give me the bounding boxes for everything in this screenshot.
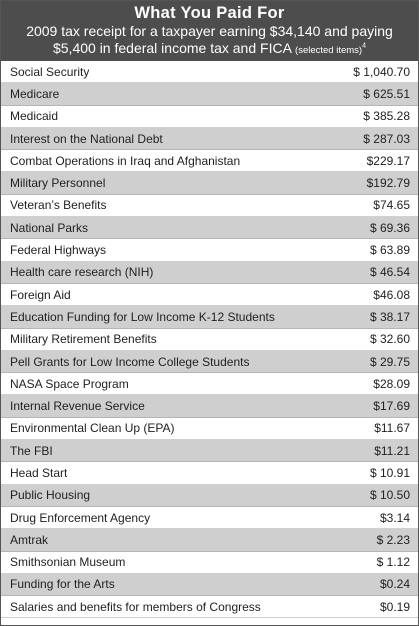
table-row: Medicare $ 625.51 — [1, 83, 418, 106]
row-amount: $46.08 — [373, 287, 410, 302]
table-title: What You Paid For — [134, 4, 285, 22]
row-amount: $ 10.50 — [369, 488, 410, 503]
expense-rows: Social Security $ 1,040.70 Medicare $ 625.… — [1, 61, 418, 619]
table-header: What You Paid For 2009 tax receipt for a… — [1, 1, 418, 61]
row-label: Medicare — [10, 86, 60, 101]
table-row: Internal Revenue Service $17.69 — [1, 395, 418, 418]
row-amount: $11.67 — [374, 421, 410, 436]
row-label: Funding for the Arts — [10, 577, 115, 592]
row-label: Head Start — [10, 465, 68, 480]
row-amount: $229.17 — [366, 153, 410, 168]
table-row: Military Personnel $192.79 — [1, 172, 418, 195]
row-amount: $ 385.28 — [363, 109, 410, 124]
subtitle-line-2: $5,400 in federal income tax and FICA (s… — [1, 40, 418, 59]
row-label: Military Personnel — [10, 176, 106, 191]
table-row: Interest on the National Debt $ 287.03 — [1, 127, 418, 151]
row-label: Medicaid — [10, 109, 59, 124]
row-amount: $ 1.12 — [376, 555, 410, 570]
row-label: Smithsonian Museum — [10, 555, 126, 570]
row-label: Public Housing — [10, 488, 91, 503]
row-label: Veteran’s Benefits — [10, 198, 107, 213]
subtitle-line-2-text: $5,400 in federal income tax and FICA — [52, 40, 292, 56]
row-amount: $3.14 — [379, 510, 410, 525]
table-row: Funding for the Arts $0.24 — [1, 573, 418, 597]
table-row: Military Retirement Benefits $ 32.60 — [1, 329, 418, 351]
row-amount: $0.24 — [379, 577, 410, 592]
row-amount: $28.09 — [373, 376, 410, 391]
table-row: NASA Space Program $28.09 — [1, 373, 418, 396]
row-amount: $ 625.51 — [363, 86, 410, 101]
table-row: Federal Highways $ 63.89 — [1, 239, 418, 262]
row-label: National Parks — [10, 220, 89, 235]
row-amount: $ 2.23 — [376, 532, 410, 547]
table-row: National Parks $ 69.36 — [1, 217, 418, 240]
row-amount: $ 10.91 — [369, 465, 410, 480]
row-amount: $ 63.89 — [369, 243, 410, 258]
table-row: Smithsonian Museum $ 1.12 — [1, 552, 418, 574]
subtitle-line-1: 2009 tax receipt for a taxpayer earning … — [26, 23, 393, 39]
table-row: Head Start $ 10.91 — [1, 462, 418, 485]
table-row: Medicaid $ 385.28 — [1, 106, 418, 128]
row-label: Health care research (NIH) — [10, 265, 154, 280]
table-row: Foreign Aid $46.08 — [1, 284, 418, 307]
row-amount: $ 29.75 — [369, 354, 410, 369]
row-amount: $11.21 — [374, 443, 410, 458]
row-label: Drug Enforcement Agency — [10, 510, 151, 525]
row-label: Military Retirement Benefits — [10, 332, 157, 347]
footnote-marker: 4 — [362, 42, 366, 50]
row-amount: $ 69.36 — [369, 220, 410, 235]
row-label: Salaries and benefits for members of Con… — [10, 599, 261, 614]
row-amount: $192.79 — [366, 176, 410, 191]
row-amount: $ 287.03 — [363, 131, 410, 146]
table-row: Amtrak $ 2.23 — [1, 529, 418, 552]
table-row: Health care research (NIH) $ 46.54 — [1, 261, 418, 284]
row-label: NASA Space Program — [10, 376, 129, 391]
table-row: Pell Grants for Low Income College Stude… — [1, 350, 418, 374]
table-row: Veteran’s Benefits $74.65 — [1, 195, 418, 218]
table-subtitle: 2009 tax receipt for a taxpayer earning … — [1, 23, 418, 59]
table-row: Public Housing $ 10.50 — [1, 484, 418, 507]
row-label: Internal Revenue Service — [10, 399, 145, 414]
row-label: Interest on the National Debt — [10, 131, 163, 146]
row-label: Education Funding for Low Income K-12 St… — [10, 309, 275, 324]
row-amount: $ 46.54 — [369, 265, 410, 280]
table-row: Combat Operations in Iraq and Afghanista… — [1, 150, 418, 173]
row-label: Federal Highways — [10, 243, 107, 258]
row-amount: $74.65 — [373, 198, 410, 213]
table-row: Education Funding for Low Income K-12 St… — [1, 306, 418, 329]
row-label: Foreign Aid — [10, 287, 71, 302]
table-row: Salaries and benefits for members of Con… — [1, 596, 418, 619]
row-label: Amtrak — [10, 532, 49, 547]
subtitle-note: (selected items) — [295, 45, 363, 56]
row-label: Social Security — [10, 64, 90, 79]
row-label: Combat Operations in Iraq and Afghanista… — [10, 153, 241, 168]
row-label: Pell Grants for Low Income College Stude… — [10, 354, 250, 369]
row-amount: $ 38.17 — [369, 309, 410, 324]
row-amount: $ 32.60 — [369, 332, 410, 347]
table-row: The FBI $11.21 — [1, 440, 418, 463]
row-label: Environmental Clean Up (EPA) — [10, 421, 175, 436]
row-amount: $0.19 — [379, 599, 410, 614]
table-row: Social Security $ 1,040.70 — [1, 61, 418, 84]
row-amount: $ 1,040.70 — [353, 64, 410, 79]
row-label: The FBI — [10, 443, 53, 458]
table-row: Environmental Clean Up (EPA) $11.67 — [1, 418, 418, 441]
row-amount: $17.69 — [373, 399, 410, 414]
table-row: Drug Enforcement Agency $3.14 — [1, 507, 418, 530]
